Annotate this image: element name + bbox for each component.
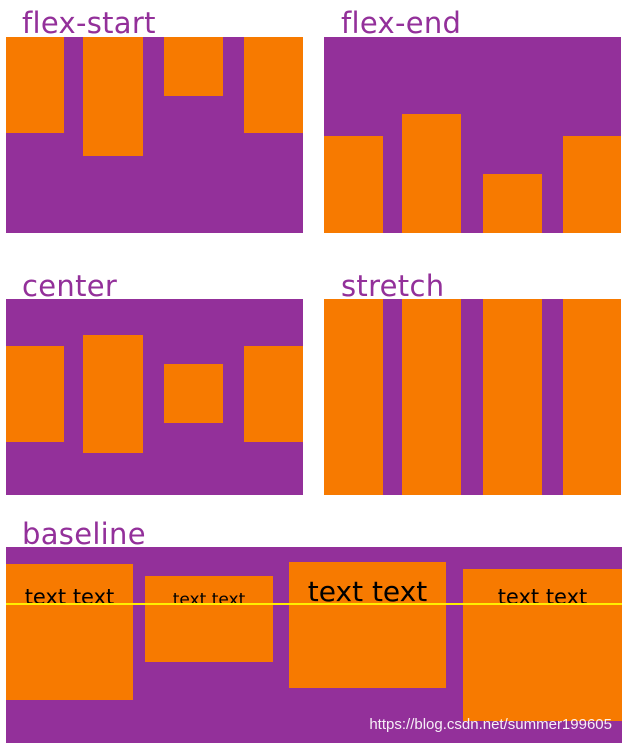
baseline-guide-line [6,603,622,605]
center-item [83,335,143,453]
baseline-item-text: text text [307,575,428,608]
flex-end-item [563,136,621,233]
stretch-container [324,299,621,495]
baseline-item-text: text text [497,585,588,609]
center-container [6,299,303,495]
center-title: center [22,269,118,303]
baseline-item: text text [6,564,133,700]
baseline-item: text text [289,562,446,688]
flex-start-item [244,37,303,133]
flex-start-item [164,37,223,96]
baseline-item: text text [145,576,273,662]
stretch-item [402,299,461,495]
stretch-item [324,299,383,495]
center-item [6,346,64,442]
baseline-container: text text text text text text text text … [6,547,622,743]
baseline-item: text text [463,569,622,721]
flex-start-title: flex-start [22,6,156,40]
baseline-item-text: text text [172,590,246,610]
flex-end-item [324,136,383,233]
flex-start-item [83,37,143,156]
flex-end-item [483,174,542,233]
flex-end-container [324,37,621,233]
stretch-title: stretch [341,269,445,303]
center-item [244,346,303,442]
watermark: https://blog.csdn.net/summer199605 [369,716,612,733]
flex-start-item [6,37,64,133]
stretch-item [483,299,542,495]
flex-end-title: flex-end [341,6,462,40]
baseline-item-text: text text [24,585,115,609]
stretch-item [563,299,621,495]
center-item [164,364,223,423]
baseline-title: baseline [22,517,146,551]
flex-start-container [6,37,303,233]
flex-end-item [402,114,461,233]
